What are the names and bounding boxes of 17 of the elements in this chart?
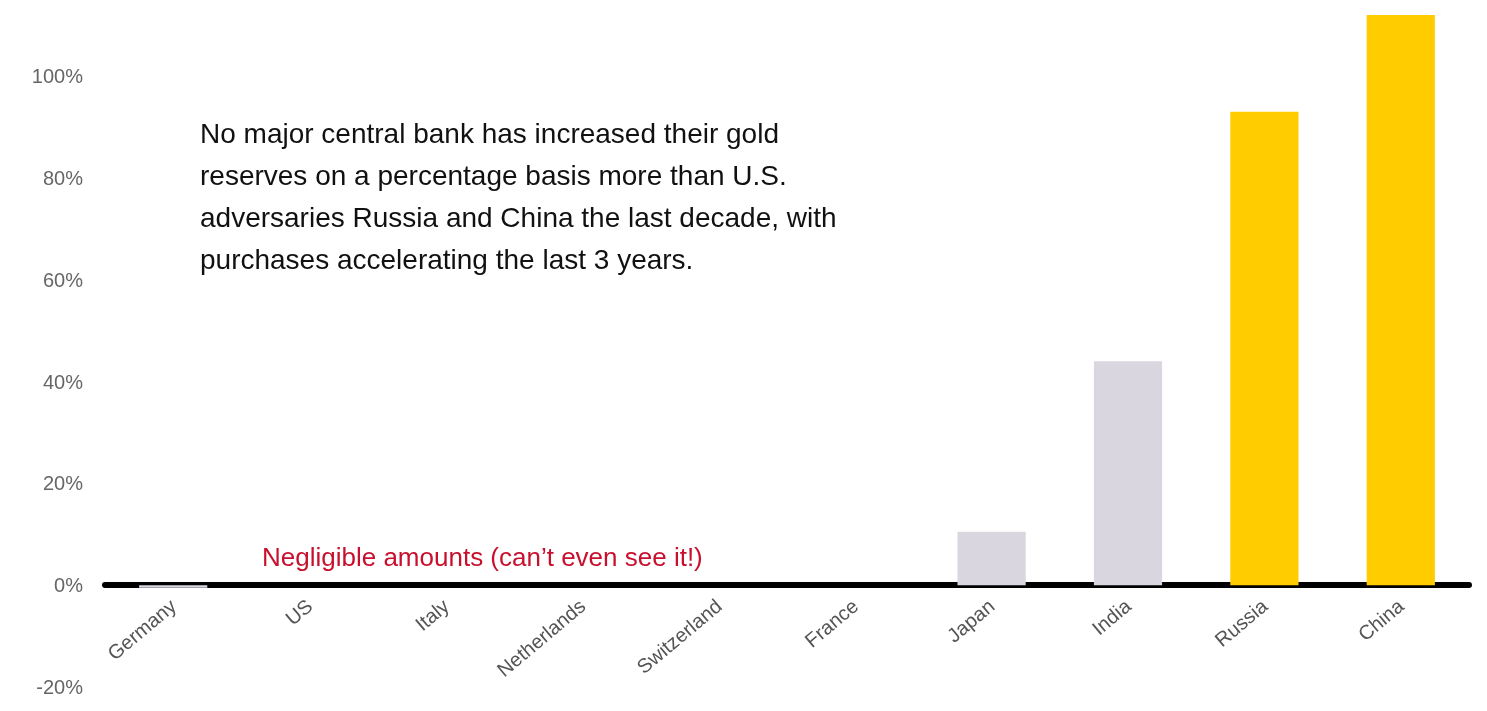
x-tick-label: US	[281, 594, 317, 630]
bar	[1093, 361, 1163, 586]
y-tick-label: 20%	[42, 472, 84, 495]
y-tick-label: 0%	[54, 574, 84, 597]
y-tick-label: 60%	[42, 268, 84, 291]
y-tick-label: 80%	[42, 166, 84, 189]
y-tick-label: 100%	[31, 65, 84, 88]
bar	[1230, 111, 1299, 586]
bar	[139, 585, 208, 588]
y-tick-label: 40%	[42, 370, 84, 393]
y-tick-label: -20%	[36, 676, 84, 698]
x-tick-label: Italy	[410, 594, 454, 636]
annotation: No major central bank has increased their gold reserves on a percentage basis more than U.S. adversaries Russia and China the last decade, with purchases accelerating the last 3 years.	[200, 117, 845, 275]
annotation: Negligible amounts (can’t even see it!)	[262, 542, 703, 572]
bar	[1366, 15, 1435, 586]
bar	[957, 531, 1026, 586]
x-tick-label: India	[1087, 594, 1136, 640]
